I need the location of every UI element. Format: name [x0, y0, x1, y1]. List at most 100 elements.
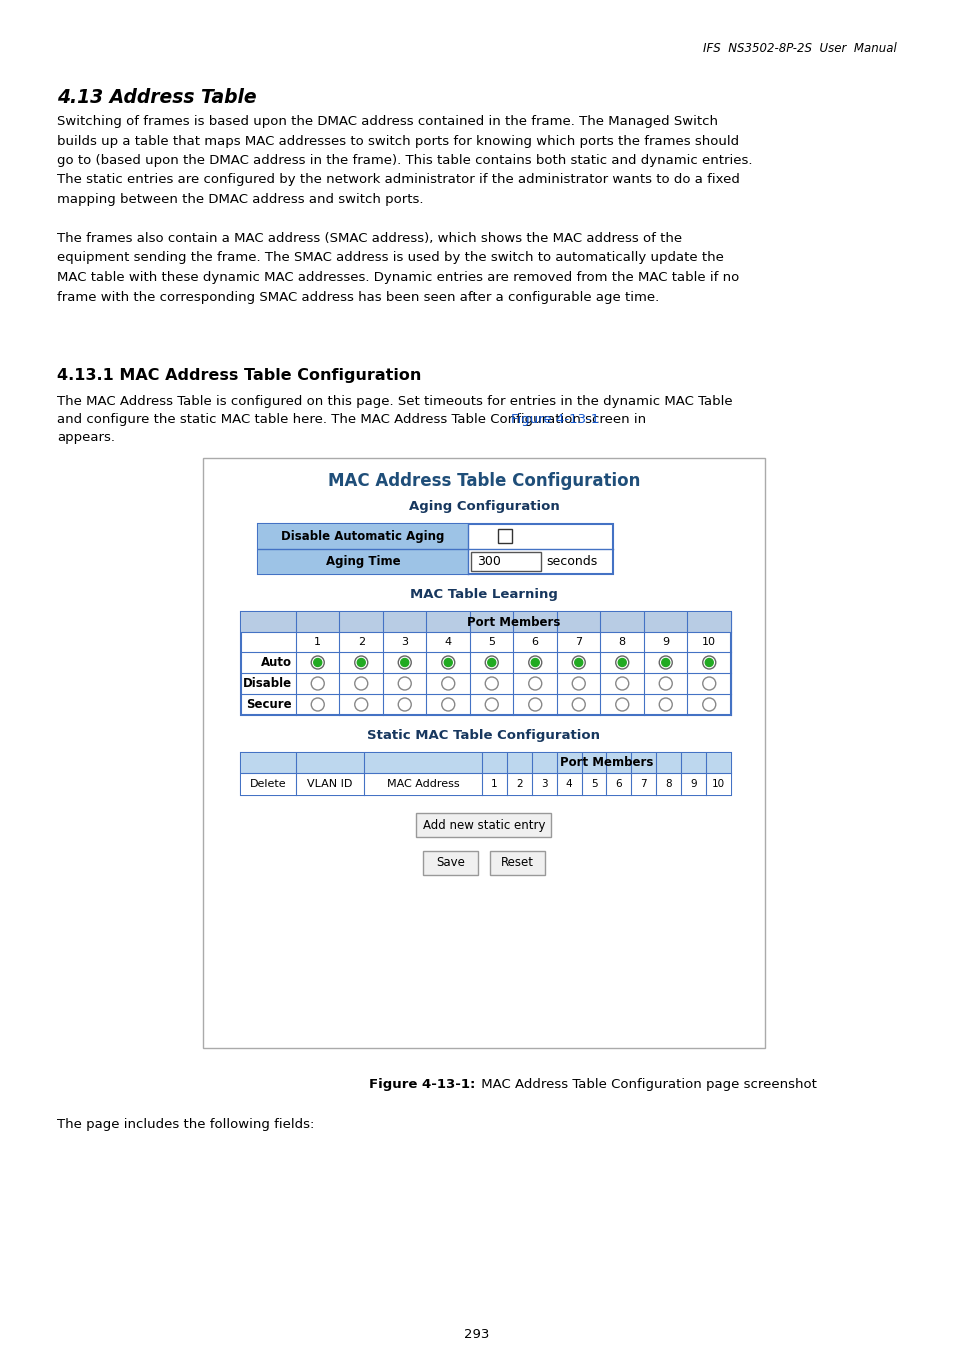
Circle shape	[659, 699, 671, 710]
Circle shape	[312, 678, 323, 688]
Text: mapping between the DMAC address and switch ports.: mapping between the DMAC address and swi…	[57, 193, 423, 207]
Bar	[241, 774, 730, 795]
Text: 1: 1	[314, 637, 321, 647]
Text: 4.13 Address Table: 4.13 Address Table	[57, 88, 256, 107]
Text: Secure: Secure	[246, 698, 292, 711]
Text: 6: 6	[531, 637, 538, 647]
Circle shape	[574, 659, 582, 667]
Text: 8: 8	[665, 779, 671, 788]
Bar	[257, 524, 613, 574]
Text: Port Members: Port Members	[559, 756, 653, 770]
Text: go to (based upon the DMAC address in the frame). This table contains both stati: go to (based upon the DMAC address in th…	[57, 154, 752, 167]
Text: equipment sending the frame. The SMAC address is used by the switch to automatic: equipment sending the frame. The SMAC ad…	[57, 251, 723, 265]
Text: Aging Configuration: Aging Configuration	[408, 500, 558, 513]
Circle shape	[442, 699, 454, 710]
Circle shape	[314, 659, 321, 667]
Text: MAC Address Table Configuration: MAC Address Table Configuration	[328, 472, 639, 490]
Text: 300: 300	[476, 555, 500, 568]
Bar	[241, 612, 295, 632]
Text: and configure the static MAC table here. The MAC Address Table Configuration scr: and configure the static MAC table here.…	[57, 413, 650, 427]
Bar	[241, 753, 730, 774]
Text: 3: 3	[401, 637, 408, 647]
Bar	[257, 524, 468, 549]
Text: 4.13.1 MAC Address Table Configuration: 4.13.1 MAC Address Table Configuration	[57, 369, 421, 383]
Text: Disable Automatic Aging: Disable Automatic Aging	[281, 531, 444, 543]
Text: Reset: Reset	[500, 856, 534, 869]
Text: IFS  NS3502-8P-2S  User  Manual: IFS NS3502-8P-2S User Manual	[702, 42, 896, 55]
Bar	[241, 612, 730, 632]
Text: Port Members: Port Members	[466, 616, 559, 629]
Text: Add new static entry: Add new static entry	[422, 818, 545, 832]
Text: builds up a table that maps MAC addresses to switch ports for knowing which port: builds up a table that maps MAC addresse…	[57, 135, 739, 147]
Circle shape	[703, 678, 714, 688]
Bar	[241, 612, 730, 716]
Text: MAC Address Table Configuration page screenshot: MAC Address Table Configuration page scr…	[476, 1079, 816, 1091]
Text: Figure 4-13-1:: Figure 4-13-1:	[368, 1079, 475, 1091]
Circle shape	[312, 699, 323, 710]
Bar	[422, 850, 477, 875]
Text: MAC Table Learning: MAC Table Learning	[410, 589, 558, 601]
Text: 5: 5	[590, 779, 597, 788]
Text: Static MAC Table Configuration: Static MAC Table Configuration	[367, 729, 599, 742]
Text: 8: 8	[618, 637, 625, 647]
Text: The page includes the following fields:: The page includes the following fields:	[57, 1118, 314, 1131]
Circle shape	[399, 699, 410, 710]
Text: MAC table with these dynamic MAC addresses. Dynamic entries are removed from the: MAC table with these dynamic MAC address…	[57, 271, 739, 284]
Text: 4: 4	[444, 637, 452, 647]
Text: The static entries are configured by the network administrator if the administra: The static entries are configured by the…	[57, 174, 740, 186]
Circle shape	[616, 678, 627, 688]
Circle shape	[442, 678, 454, 688]
Circle shape	[659, 678, 671, 688]
Circle shape	[487, 659, 496, 667]
Circle shape	[486, 678, 497, 688]
Text: 2: 2	[516, 779, 522, 788]
Text: 9: 9	[661, 637, 669, 647]
Bar	[471, 552, 540, 571]
Text: 7: 7	[575, 637, 581, 647]
Circle shape	[703, 699, 714, 710]
Bar	[257, 549, 468, 574]
Text: Figure 4-13-1: Figure 4-13-1	[511, 413, 598, 427]
Bar	[241, 753, 730, 795]
Text: frame with the corresponding SMAC address has been seen after a configurable age: frame with the corresponding SMAC addres…	[57, 290, 659, 304]
Text: 1: 1	[491, 779, 497, 788]
Circle shape	[444, 659, 452, 667]
Circle shape	[400, 659, 408, 667]
Circle shape	[531, 659, 538, 667]
Text: 10: 10	[711, 779, 724, 788]
Text: 4: 4	[565, 779, 572, 788]
Text: Disable: Disable	[243, 676, 292, 690]
Text: 10: 10	[701, 637, 716, 647]
Text: 6: 6	[615, 779, 621, 788]
Text: 293: 293	[464, 1328, 489, 1341]
Text: seconds: seconds	[545, 555, 597, 568]
Circle shape	[573, 699, 583, 710]
Circle shape	[661, 659, 669, 667]
Bar	[497, 529, 512, 543]
Text: The frames also contain a MAC address (SMAC address), which shows the MAC addres: The frames also contain a MAC address (S…	[57, 232, 681, 244]
Text: Delete: Delete	[250, 779, 287, 788]
Text: 9: 9	[690, 779, 697, 788]
Circle shape	[356, 659, 365, 667]
Bar	[203, 458, 764, 1048]
Text: Switching of frames is based upon the DMAC address contained in the frame. The M: Switching of frames is based upon the DM…	[57, 115, 718, 128]
Circle shape	[355, 699, 366, 710]
Text: 7: 7	[639, 779, 646, 788]
Text: Aging Time: Aging Time	[325, 555, 400, 568]
Text: 2: 2	[357, 637, 364, 647]
Circle shape	[355, 678, 366, 688]
Text: appears.: appears.	[57, 431, 115, 444]
Bar	[416, 813, 551, 837]
Text: MAC Address: MAC Address	[386, 779, 458, 788]
Text: 5: 5	[488, 637, 495, 647]
Circle shape	[399, 678, 410, 688]
Text: Save: Save	[436, 856, 464, 869]
Bar	[490, 850, 544, 875]
Circle shape	[529, 699, 540, 710]
Text: VLAN ID: VLAN ID	[307, 779, 353, 788]
Text: 3: 3	[540, 779, 547, 788]
Circle shape	[616, 699, 627, 710]
Text: Auto: Auto	[261, 656, 292, 670]
Circle shape	[529, 678, 540, 688]
Circle shape	[618, 659, 625, 667]
